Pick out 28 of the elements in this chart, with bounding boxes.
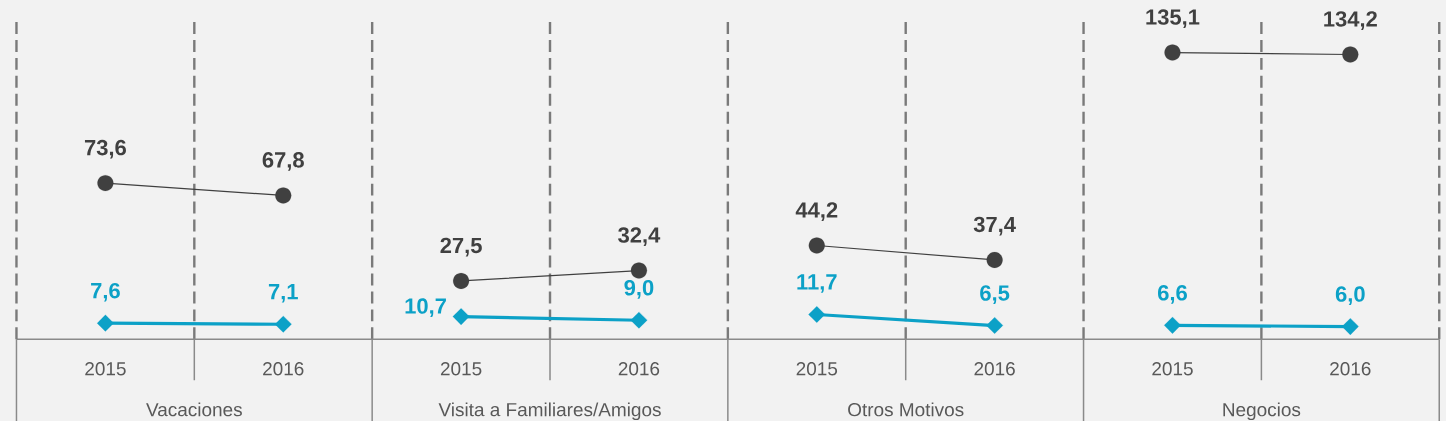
x-tick-label: 2015 [85,361,126,376]
text: Visita a Familiares/Amigos [438,402,661,421]
data-label: 73,6 [84,139,126,159]
data-label: 6,5 [980,285,1010,304]
data-label: 27,5 [440,237,482,257]
data-label: 7,6 [91,282,120,302]
text: Vacaciones [146,402,242,417]
x-tick-label: 2015 [1152,361,1193,376]
data-label: 37,4 [973,216,1016,236]
data-label: 9,0 [624,279,654,299]
data-label: 11,7 [797,274,837,293]
data-label: 10,7 [405,298,446,317]
data-label: 6,6 [1158,284,1187,304]
data-label: 32,4 [618,227,661,246]
data-label: 135,1 [1146,9,1200,28]
x-tick-label: 2016 [263,361,304,376]
x-tick-label: 2015 [440,361,482,376]
x-tick-label: 2016 [618,361,660,376]
text: Otros Motivos [848,402,964,417]
data-label: 134,2 [1324,11,1377,30]
data-label: 44,2 [795,202,838,221]
text: Negocios [1223,402,1301,421]
data-label: 6,0 [1335,286,1365,305]
x-tick-label: 2016 [974,361,1015,376]
data-label: 7,1 [268,283,298,303]
x-tick-label: 2015 [796,361,838,376]
x-tick-label: 2016 [1330,361,1371,376]
data-label: 67,8 [262,152,304,171]
